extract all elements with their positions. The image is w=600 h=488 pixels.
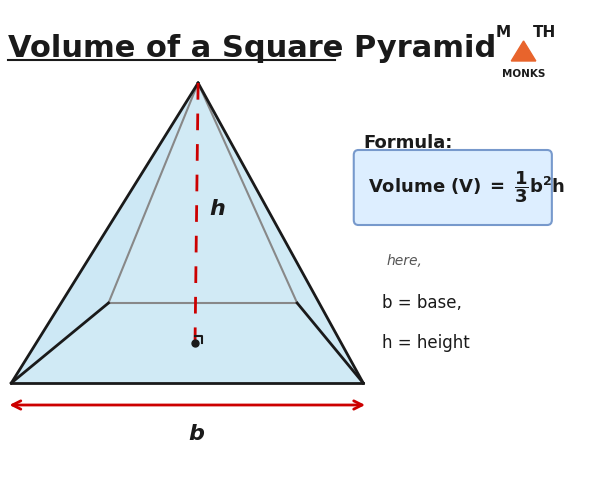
Text: here,: here, [387,253,422,267]
Polygon shape [511,42,536,62]
Text: M: M [495,25,511,40]
FancyBboxPatch shape [354,151,552,225]
Text: Volume of a Square Pyramid: Volume of a Square Pyramid [8,34,496,63]
Text: $\mathbf{Volume\ (V)\ =\ \dfrac{1}{3}b^2h}$: $\mathbf{Volume\ (V)\ =\ \dfrac{1}{3}b^2… [368,169,565,204]
Text: h = height: h = height [382,333,470,351]
Text: b = base,: b = base, [382,293,462,311]
Text: Formula:: Formula: [363,134,452,152]
Polygon shape [11,304,363,383]
Polygon shape [11,84,363,383]
Polygon shape [11,84,198,383]
Text: b: b [189,423,205,443]
Polygon shape [109,84,297,304]
Text: h: h [209,199,225,219]
Text: MONKS: MONKS [502,69,545,79]
Text: TH: TH [533,25,556,40]
Polygon shape [198,84,363,383]
